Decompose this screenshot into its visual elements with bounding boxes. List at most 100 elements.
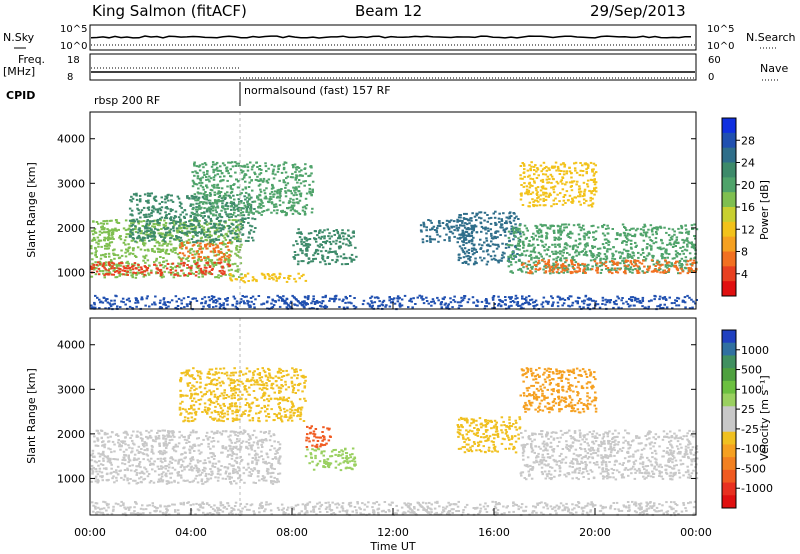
heatmap-cell [590,268,594,271]
heatmap-cell [165,197,169,200]
heatmap-cell [264,197,268,200]
heatmap-cell [174,265,177,268]
heatmap-cell [259,206,263,209]
heatmap-cell [222,194,226,197]
heatmap-cell [271,184,274,187]
heatmap-cell [173,224,176,227]
heatmap-cell [98,233,102,236]
heatmap-cell [556,301,560,304]
heatmap-cell [361,303,365,306]
heatmap-cell [205,178,208,181]
heatmap-cell [148,215,151,218]
heatmap-cell [607,243,610,246]
heatmap-cell [146,267,150,269]
heatmap-cell [674,253,678,256]
heatmap-cell [242,280,245,283]
heatmap-cell [556,305,560,308]
heatmap-cell [277,168,280,170]
heatmap-cell [621,240,625,243]
heatmap-cell [546,175,550,178]
heatmap-cell [544,243,547,246]
heatmap-cell [97,267,101,270]
heatmap-cell [265,209,269,212]
heatmap-cell [627,239,630,242]
heatmap-cell [293,296,296,299]
heatmap-cell [541,305,545,308]
heatmap-cell [553,185,557,188]
heatmap-cell [108,267,111,270]
heatmap-cell [591,254,594,257]
heatmap-cell [205,431,209,434]
heatmap-cell [510,304,513,307]
heatmap-cell [152,223,155,225]
heatmap-cell [203,162,207,165]
heatmap-cell [117,222,121,224]
heatmap-cell [137,212,141,215]
heatmap-cell [241,178,244,181]
heatmap-cell [294,171,297,174]
heatmap-cell [294,210,297,213]
heatmap-cell [193,182,196,185]
heatmap-cell [563,257,566,260]
heatmap-cell [232,201,235,204]
heatmap-cell [520,263,524,266]
heatmap-cell [262,210,266,212]
heatmap-cell [616,264,619,266]
heatmap-cell [483,257,486,260]
heatmap-cell [126,249,130,252]
heatmap-cell [560,266,564,269]
heatmap-cell [195,206,198,209]
heatmap-cell [473,224,477,227]
heatmap-cell [559,192,562,195]
heatmap-cell [517,240,521,243]
heatmap-cell [215,246,218,249]
heatmap-cell [494,231,497,234]
heatmap-cell [673,265,676,268]
heatmap-cell [177,226,181,229]
heatmap-cell [521,270,524,273]
heatmap-cell [207,296,211,299]
heatmap-cell [183,306,186,309]
heatmap-cell [126,264,130,267]
heatmap-cell [638,267,641,270]
heatmap-cell [165,447,168,449]
heatmap-cell [264,195,267,198]
heatmap-cell [312,295,315,298]
heatmap-cell [159,272,163,275]
heatmap-cell [583,299,586,302]
heatmap-cell [540,234,544,237]
heatmap-cell [289,200,292,203]
heatmap-cell [280,171,284,174]
heatmap-cell [153,250,156,253]
heatmap-cell [674,245,677,247]
heatmap-cell [196,208,199,211]
heatmap-cell [300,169,303,172]
heatmap-cell [557,243,560,246]
heatmap-cell [302,180,305,183]
heatmap-cell [343,232,347,235]
heatmap-cell [230,441,234,444]
heatmap-cell [279,273,282,276]
heatmap-cell [475,231,479,234]
heatmap-cell [207,272,211,275]
heatmap-cell [131,197,135,200]
heatmap-cell [468,228,471,231]
heatmap-cell [432,300,435,303]
heatmap-cell [148,213,151,216]
heatmap-cell [211,462,215,465]
heatmap-cell [663,226,666,229]
heatmap-cell [219,169,222,172]
heatmap-cell [225,201,229,204]
heatmap-cell [237,223,240,226]
heatmap-cell [251,279,255,282]
heatmap-cell [236,228,240,230]
heatmap-cell [632,227,635,230]
heatmap-cell [135,273,138,276]
heatmap-cell [588,249,592,252]
heatmap-cell [603,238,607,241]
heatmap-cell [114,227,117,230]
heatmap-cell [139,248,143,251]
heatmap-cell [680,267,683,270]
heatmap-cell [456,301,460,304]
heatmap-cell [555,264,558,267]
